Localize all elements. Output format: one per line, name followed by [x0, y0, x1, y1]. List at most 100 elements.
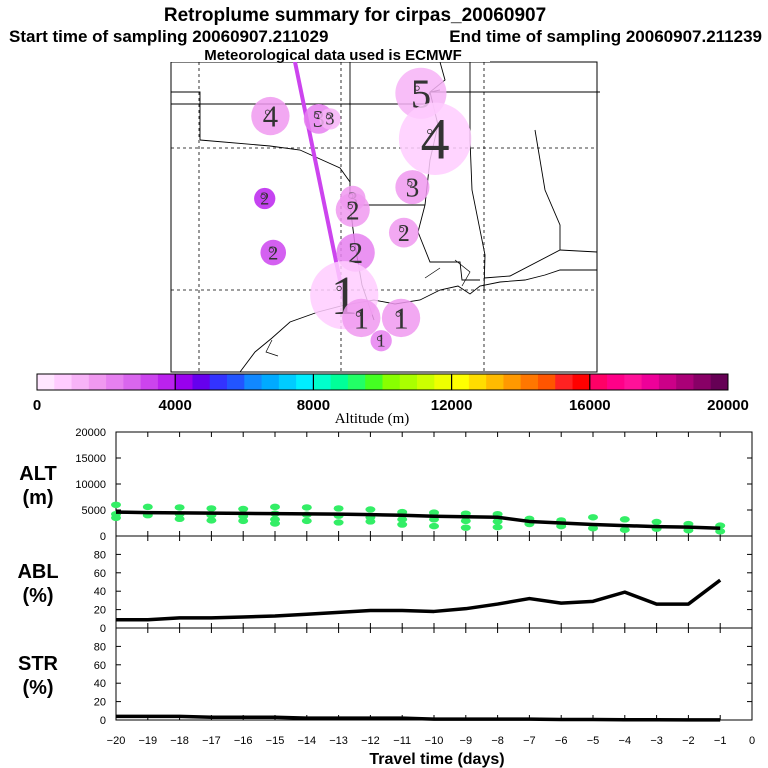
colorbar-tick-label-0: 0 [33, 397, 41, 414]
plume-center-8 [347, 203, 353, 210]
alt-particle-23 [333, 519, 344, 526]
x-axis-label: Travel time (days) [369, 751, 504, 768]
alt-particle-44 [588, 525, 598, 532]
alt-particle-47 [651, 518, 662, 526]
ytick-label-ABL-40: 40 [94, 586, 106, 598]
plume-disc-10 [260, 239, 287, 266]
colorbar-cell-23 [434, 374, 452, 390]
alt-particle-18 [301, 504, 312, 511]
panel-units-abl: (%) [22, 585, 53, 607]
colorbar-cell-33 [607, 374, 625, 390]
colorbar-cell-19 [365, 374, 383, 390]
met-label-backdrop [170, 48, 490, 62]
alt-particle-30 [429, 509, 439, 516]
ytick-label-STR-80: 80 [94, 641, 106, 653]
plume-marker-10: 2 [260, 239, 287, 266]
series-line-str [116, 714, 721, 722]
xtick-label-5: −15 [266, 735, 285, 747]
colorbar-cell-37 [676, 374, 694, 390]
plume-marker-14: 1 [381, 298, 421, 338]
plume-disc-9 [388, 217, 419, 248]
plume-center-5 [407, 181, 413, 187]
colorbar-cell-28 [520, 374, 539, 390]
colorbar-cell-31 [572, 374, 591, 390]
alt-particle-28 [397, 516, 408, 523]
plume-day-label-1: 4 [421, 107, 450, 172]
colorbar-cell-24 [451, 374, 470, 390]
alt-particle-26 [365, 518, 376, 525]
panel-units-str: (%) [22, 677, 53, 699]
colorbar-cell-17 [330, 374, 349, 390]
ytick-label-ALT-10000: 10000 [75, 479, 106, 491]
xtick-label-4: −16 [234, 735, 253, 747]
timeseries-panels: 05000100001500020000ALT(m)020406080ABL(%… [17, 427, 755, 747]
colorbar-cell-9 [192, 374, 211, 390]
trajectory-path [293, 60, 346, 302]
colorbar-cell-13 [261, 374, 280, 390]
plume-disc-14 [381, 298, 421, 338]
xtick-label-7: −13 [329, 735, 348, 747]
panel-frame-abl [115, 535, 753, 629]
panel-frame-str [115, 627, 753, 721]
plume-marker-7: 2 [254, 187, 276, 210]
alt-particle-11 [238, 505, 249, 513]
border-ok-tx [199, 139, 351, 183]
alt-particle-5 [174, 504, 185, 511]
alt-particle-2 [111, 514, 121, 521]
colorbar-cell-14 [278, 374, 297, 390]
start-time-label: Start time of sampling 20060907.211029 [9, 27, 328, 46]
border-ok-panhandle [171, 91, 201, 140]
plume-disc-15 [370, 330, 392, 352]
colorbar-cell-7 [157, 374, 176, 390]
plume-day-label-9: 2 [398, 221, 410, 247]
colorbar-cell-35 [641, 374, 660, 390]
xtick-label-18: −2 [682, 735, 695, 747]
alt-particle-43 [588, 514, 598, 521]
xtick-label-11: −9 [460, 735, 473, 747]
colorbar-cell-12 [244, 374, 262, 390]
border-la-ms [417, 204, 480, 281]
ytick-label-ALT-0: 0 [100, 531, 106, 543]
border-ms-al [469, 62, 486, 291]
colorbar-cell-20 [382, 374, 401, 390]
figure-title: Retroplume summary for cirpas_20060907 [164, 5, 546, 26]
ytick-label-STR-20: 20 [94, 697, 106, 709]
alt-particle-3 [142, 503, 153, 511]
colorbar-tick-label-8000: 8000 [297, 397, 330, 414]
alt-particle-34 [460, 517, 471, 525]
border-al-ga [534, 129, 561, 250]
plume-center-4 [325, 114, 332, 120]
xtick-label-2: −18 [170, 735, 189, 747]
x-tick-labels: −20 −19 −18 −17 −16 −15 −14 −13 −12 −11 −10 −9 −8 −7−… [107, 735, 755, 747]
colorbar-tick-label-4000: 4000 [159, 397, 192, 414]
colorbar-cell-26 [486, 374, 504, 390]
plume-center-0 [414, 85, 420, 91]
alt-particle-37 [492, 518, 503, 525]
colorbar-cells [37, 374, 729, 390]
plume-markers: 5443333222221111 [251, 67, 472, 352]
plume-center-7 [260, 193, 266, 199]
plume-marker-8: 2 [335, 192, 370, 227]
colorbar-frame [36, 373, 729, 391]
xtick-label-14: −6 [555, 735, 568, 747]
plume-center-9 [399, 227, 405, 233]
panel-abl: 0 20 40 60 80 ABL(%) [17, 535, 753, 635]
ytick-label-ABL-60: 60 [94, 568, 106, 580]
alt-particle-10 [206, 517, 217, 524]
plume-marker-1: 4 [398, 102, 472, 175]
panel-alt: 0 5000 10000 15000 20000 ALT(m) [19, 427, 753, 543]
colorbar-cell-32 [589, 374, 608, 390]
alt-particle-32 [429, 522, 439, 530]
xtick-label-3: −17 [202, 735, 221, 747]
alt-particle-17 [270, 520, 280, 527]
panel-units-alt: (m) [22, 487, 53, 509]
series-line-alt [115, 510, 721, 530]
ytick-label-STR-60: 60 [94, 660, 106, 672]
plume-marker-9: 2 [388, 217, 419, 248]
plume-marker-5: 3 [395, 170, 430, 205]
colorbar-cell-16 [313, 374, 332, 390]
colorbar-cell-0 [37, 374, 55, 390]
xtick-label-0: −20 [107, 735, 126, 747]
plume-day-label-3: 3 [313, 107, 325, 133]
